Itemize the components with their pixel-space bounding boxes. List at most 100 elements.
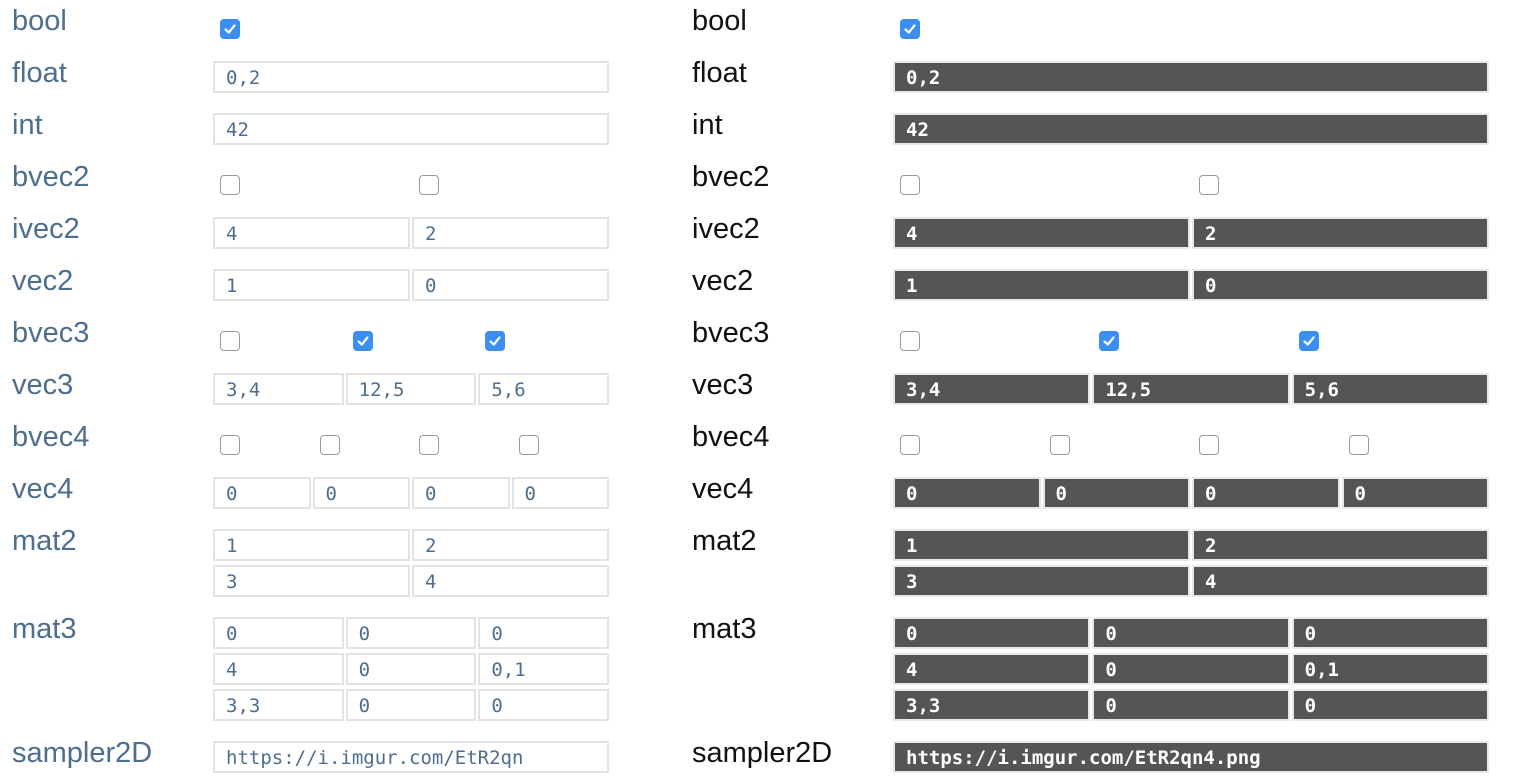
check-mark xyxy=(1303,336,1315,346)
checkbox[interactable] xyxy=(900,331,920,351)
checkbox[interactable] xyxy=(1348,435,1369,455)
check-mark xyxy=(357,336,369,346)
checkbox[interactable] xyxy=(419,175,439,195)
input-field[interactable]: 0 xyxy=(1341,477,1489,509)
input-field[interactable]: 0 xyxy=(345,617,477,649)
uniform-label: bvec3 xyxy=(692,317,770,349)
input-field[interactable]: 0 xyxy=(345,653,477,685)
input-field[interactable]: 2 xyxy=(412,217,609,249)
input-field[interactable]: 0 xyxy=(511,477,609,509)
checkbox[interactable] xyxy=(220,435,240,455)
uniform-label: float xyxy=(692,57,747,89)
uniform-label: bvec4 xyxy=(692,421,770,453)
uniform-label: sampler2D xyxy=(692,737,833,769)
input-field[interactable]: 0,1 xyxy=(478,653,609,685)
input-field[interactable]: 0 xyxy=(412,269,609,301)
checkbox[interactable] xyxy=(220,175,240,195)
uniform-label: vec2 xyxy=(692,265,754,297)
uniform-label: float xyxy=(12,57,67,89)
input-field[interactable]: 0 xyxy=(213,617,344,649)
check-mark xyxy=(904,24,916,34)
input-field[interactable]: 4 xyxy=(412,565,609,597)
input-field[interactable]: 3,4 xyxy=(893,373,1091,405)
input-field[interactable]: 12,5 xyxy=(345,373,477,405)
input-field[interactable]: 0 xyxy=(1291,617,1489,649)
uniform-label: bvec2 xyxy=(692,161,770,193)
input-field[interactable]: 0,1 xyxy=(1291,653,1489,685)
input-field[interactable]: 0 xyxy=(1092,689,1290,721)
input-field[interactable]: 2 xyxy=(412,529,609,561)
input-field[interactable]: 42 xyxy=(213,113,609,145)
input-field[interactable]: 0 xyxy=(893,477,1041,509)
checkbox[interactable] xyxy=(220,331,240,351)
input-field[interactable]: 1 xyxy=(893,269,1190,301)
checkbox[interactable] xyxy=(319,435,340,455)
input-field[interactable]: 3,4 xyxy=(213,373,344,405)
checkbox[interactable] xyxy=(1049,435,1070,455)
uniform-label: ivec2 xyxy=(12,213,80,245)
input-field[interactable]: 2 xyxy=(1192,217,1489,249)
input-field[interactable]: 0 xyxy=(312,477,410,509)
uniform-label: mat3 xyxy=(12,613,77,645)
check-mark xyxy=(489,336,501,346)
input-field[interactable]: 0 xyxy=(412,477,510,509)
checkbox[interactable] xyxy=(1298,331,1319,351)
uniform-label: vec3 xyxy=(12,369,74,401)
input-field[interactable]: 0 xyxy=(478,689,609,721)
checkbox[interactable] xyxy=(352,331,373,351)
input-field[interactable]: 4 xyxy=(893,217,1190,249)
input-field[interactable]: 3 xyxy=(213,565,410,597)
input-field[interactable]: 0,2 xyxy=(213,61,609,93)
input-field[interactable]: 0 xyxy=(213,477,311,509)
input-field[interactable]: 0,2 xyxy=(893,61,1489,93)
checkbox[interactable] xyxy=(220,19,240,39)
input-field[interactable]: 1 xyxy=(893,529,1190,561)
input-field[interactable]: 0 xyxy=(1291,689,1489,721)
input-field[interactable]: https://i.imgur.com/EtR2qn4.png xyxy=(893,741,1489,773)
checkbox[interactable] xyxy=(900,175,920,195)
input-field[interactable]: 2 xyxy=(1192,529,1489,561)
input-field[interactable]: 3,3 xyxy=(893,689,1091,721)
input-field[interactable]: 12,5 xyxy=(1092,373,1290,405)
input-field[interactable]: 0 xyxy=(478,617,609,649)
uniform-label: vec4 xyxy=(12,473,74,505)
input-field[interactable]: 4 xyxy=(213,653,344,685)
input-field[interactable]: 4 xyxy=(1192,565,1489,597)
input-field[interactable]: 3,3 xyxy=(213,689,344,721)
input-field[interactable]: 0 xyxy=(1192,269,1489,301)
uniform-label: bvec3 xyxy=(12,317,90,349)
check-mark xyxy=(224,24,236,34)
input-field[interactable]: 0 xyxy=(893,617,1091,649)
checkbox[interactable] xyxy=(900,19,920,39)
uniform-label: mat3 xyxy=(692,613,757,645)
input-field[interactable]: 1 xyxy=(213,529,410,561)
input-field[interactable]: 0 xyxy=(345,689,477,721)
checkbox[interactable] xyxy=(518,435,539,455)
input-field[interactable]: 5,6 xyxy=(478,373,609,405)
input-field[interactable]: 3 xyxy=(893,565,1190,597)
input-field[interactable]: 0 xyxy=(1092,653,1290,685)
uniform-label: sampler2D xyxy=(12,737,153,769)
checkbox[interactable] xyxy=(1199,435,1219,455)
input-field[interactable]: 4 xyxy=(893,653,1091,685)
uniform-label: mat2 xyxy=(692,525,757,557)
uniform-label: bvec2 xyxy=(12,161,90,193)
uniform-label: vec2 xyxy=(12,265,74,297)
input-field[interactable]: 0 xyxy=(1092,617,1290,649)
input-field[interactable]: 5,6 xyxy=(1291,373,1489,405)
checkbox[interactable] xyxy=(900,435,920,455)
input-field[interactable]: 1 xyxy=(213,269,410,301)
uniform-label: bool xyxy=(12,5,67,37)
uniform-label: vec3 xyxy=(692,369,754,401)
input-field[interactable]: 4 xyxy=(213,217,410,249)
checkbox[interactable] xyxy=(485,331,506,351)
checkbox[interactable] xyxy=(1199,175,1219,195)
input-field[interactable]: 0 xyxy=(1192,477,1340,509)
input-field[interactable]: https://i.imgur.com/EtR2qn xyxy=(213,741,609,773)
input-field[interactable]: 0 xyxy=(1042,477,1190,509)
checkbox[interactable] xyxy=(419,435,439,455)
checkbox[interactable] xyxy=(1099,331,1120,351)
input-field[interactable]: 42 xyxy=(893,113,1489,145)
